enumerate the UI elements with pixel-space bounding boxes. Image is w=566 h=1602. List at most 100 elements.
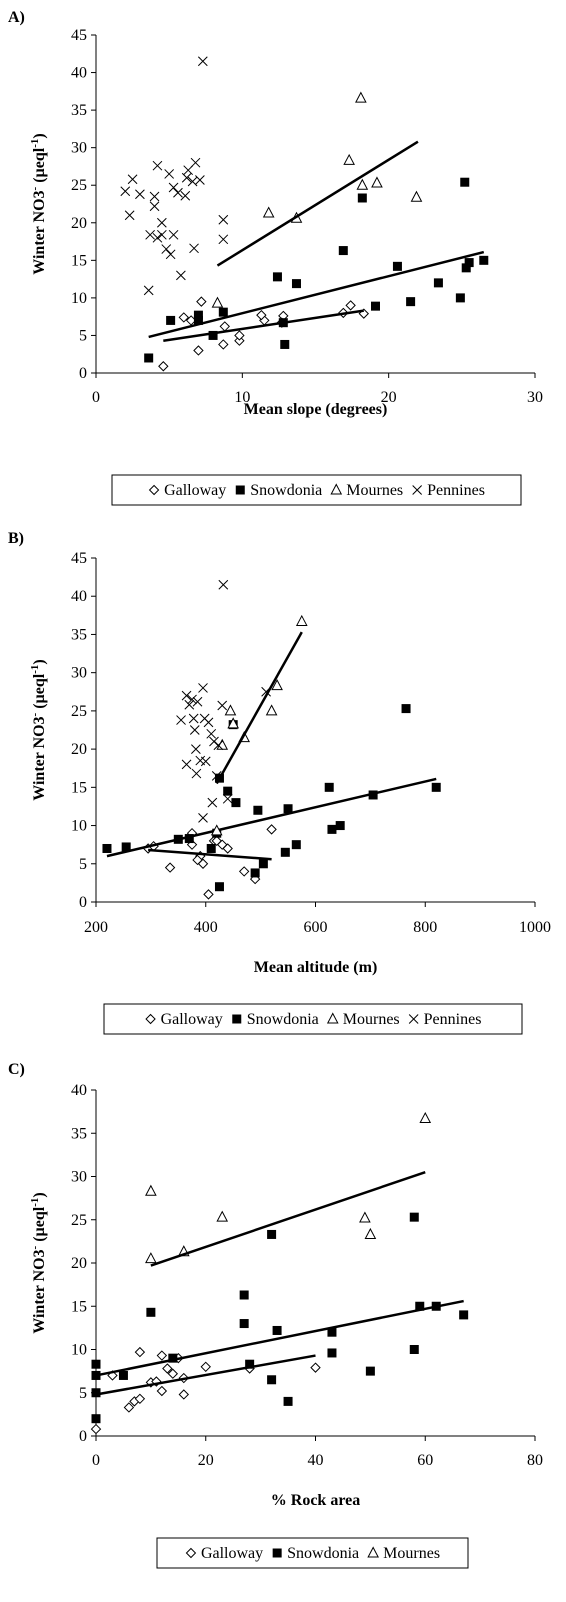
trend-line (106, 777, 437, 858)
point (151, 1376, 162, 1387)
point (459, 1310, 469, 1320)
legend-label: Galloway (201, 1545, 263, 1562)
point (176, 270, 186, 281)
point (178, 1389, 190, 1400)
point (187, 694, 197, 705)
point (327, 1348, 337, 1358)
point (156, 217, 167, 228)
x-tick-label: 10 (234, 389, 250, 406)
point (167, 1368, 179, 1379)
y-tick-label: 15 (71, 1298, 87, 1315)
y-tick-label: 30 (71, 665, 87, 682)
point (161, 244, 172, 254)
point (120, 186, 131, 197)
legend-marker (185, 1547, 197, 1559)
point (144, 353, 154, 363)
point (464, 258, 474, 268)
legend: Galloway Snowdonia Mournes (185, 1545, 440, 1562)
y-tick-label: 40 (71, 65, 87, 82)
point (207, 797, 218, 808)
point (198, 683, 208, 693)
point (180, 190, 191, 201)
point (272, 272, 282, 282)
point (192, 696, 203, 707)
point (143, 285, 154, 296)
y-tick-label: 5 (79, 327, 87, 344)
y-tick-label: 15 (71, 779, 87, 796)
point (401, 704, 411, 714)
point (135, 189, 145, 200)
point (338, 246, 348, 256)
point (310, 1362, 321, 1373)
y-axis-title-part: Winter NO (31, 198, 48, 274)
point (156, 1385, 168, 1397)
y-axis-title-part: - (29, 1245, 41, 1249)
point (218, 579, 229, 590)
y-tick-label: 5 (79, 1385, 87, 1402)
y-axis-title-part: -1 (29, 139, 41, 148)
point (216, 1210, 229, 1222)
point (455, 293, 465, 303)
point (271, 679, 283, 691)
point (278, 318, 288, 328)
point (164, 862, 176, 873)
point (218, 214, 229, 225)
point (152, 232, 163, 243)
y-tick-label: 35 (71, 1125, 87, 1142)
x-tick-label: 40 (308, 1452, 324, 1469)
point (206, 843, 216, 853)
point (245, 1359, 255, 1369)
point (190, 157, 201, 168)
point (145, 1184, 157, 1196)
y-axis-title: Winter NO3- (µeql-1) (29, 1192, 48, 1333)
point (195, 175, 205, 185)
point (206, 728, 217, 739)
point (291, 279, 301, 289)
trend-line (150, 1170, 426, 1267)
point (211, 771, 222, 781)
point (164, 169, 175, 179)
point (134, 1346, 146, 1358)
point (280, 847, 290, 857)
point (267, 1375, 277, 1385)
point (364, 1227, 377, 1239)
y-axis-title-part: ) (31, 1192, 48, 1197)
point (91, 1414, 101, 1424)
y-tick-label: 0 (79, 365, 87, 382)
y-tick-label: 35 (71, 626, 87, 643)
y-tick-label: 35 (71, 102, 87, 119)
point (165, 249, 176, 260)
point (267, 1229, 277, 1239)
point (91, 1359, 101, 1369)
x-axis-title: Mean altitude (m) (254, 959, 378, 976)
y-axis-title-part: - (29, 186, 41, 190)
point (392, 261, 402, 271)
point (433, 278, 443, 288)
y-tick-label: 5 (79, 856, 87, 873)
panel-label: B) (8, 530, 24, 547)
point (479, 255, 489, 265)
point (213, 740, 224, 751)
x-tick-label: 600 (304, 919, 328, 936)
x-tick-label: 800 (413, 919, 437, 936)
point (181, 759, 192, 770)
point (234, 330, 245, 341)
legend-marker (148, 484, 160, 496)
legend-label: Snowdonia (247, 1011, 319, 1028)
point (371, 176, 383, 188)
point (123, 1402, 135, 1413)
y-axis-title-part: ) (31, 659, 48, 664)
point (258, 859, 268, 869)
point (335, 821, 345, 831)
legend-marker (326, 1012, 339, 1024)
legend-label: Mournes (346, 482, 403, 499)
trend-line (216, 140, 419, 267)
y-tick-label: 45 (71, 27, 87, 44)
x-tick-label: 30 (527, 389, 543, 406)
point (365, 1366, 375, 1376)
point (196, 296, 207, 307)
point (327, 824, 337, 834)
point (189, 243, 199, 254)
point (168, 182, 179, 193)
